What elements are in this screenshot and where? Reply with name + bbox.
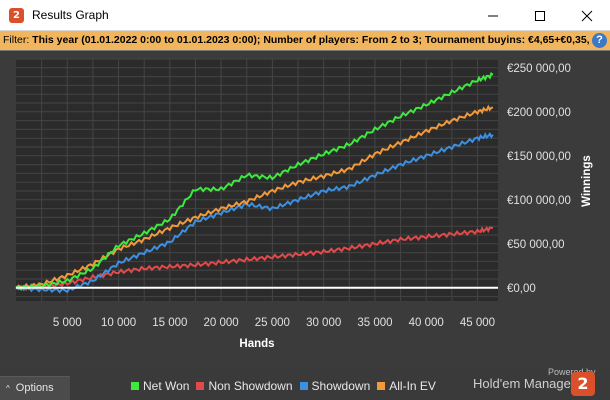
legend-swatch [131,382,139,390]
series-line-showdown [15,132,494,294]
close-icon [581,10,593,22]
chevron-up-icon: ^ [6,384,10,393]
y-tick-label: €200 000,00 [507,107,571,119]
brand-name: Hold'em Manager [473,376,576,391]
x-tick-label: 40 000 [409,317,444,329]
brand: Powered by Hold'em Manager 2 [473,366,603,398]
minimize-button[interactable] [470,0,516,31]
x-tick-label: 15 000 [152,317,187,329]
legend-item[interactable]: All-In EV [377,379,436,393]
options-label: Options [15,382,54,394]
filter-bar[interactable]: Filter: This year (01.01.2022 0:00 to 01… [0,31,610,51]
series-line-all-in-ev [15,104,494,289]
title-bar: 2 Results Graph [0,0,610,31]
window-title: Results Graph [32,8,109,22]
legend-label: Non Showdown [208,379,293,393]
filter-prefix: Filter: [3,34,33,46]
legend-swatch [196,382,205,390]
help-icon[interactable]: ? [592,33,607,48]
chart-legend: Net Won Non Showdown Showdown All-In EV [131,379,443,393]
y-tick-label: €100 000,00 [507,195,571,207]
y-tick-label: €250 000,00 [507,63,571,75]
x-tick-label: 45 000 [460,317,495,329]
y-tick-label: €150 000,00 [507,151,571,163]
x-axis-label: Hands [239,338,274,350]
y-tick-label: €0,00 [507,283,536,295]
x-tick-label: 35 000 [357,317,392,329]
x-tick-label: 30 000 [306,317,341,329]
legend-item[interactable]: Non Showdown [196,379,293,393]
legend-label: All-In EV [389,379,436,393]
legend-label: Net Won [143,379,190,393]
y-tick-label: €50 000,00 [507,239,565,251]
maximize-button[interactable] [517,0,563,31]
app-logo-icon: 2 [9,8,24,23]
brand-logo-icon: 2 [571,372,595,396]
minimize-icon [488,15,498,17]
maximize-icon [535,11,545,21]
x-tick-label: 5 000 [53,317,82,329]
legend-swatch [299,382,308,390]
legend-item[interactable]: Showdown [299,379,371,393]
series-line-net-won [15,71,494,292]
filter-text: This year (01.01.2022 0:00 to 01.01.2023… [32,34,590,46]
x-tick-label: 10 000 [101,317,136,329]
legend-swatch [377,382,386,390]
legend-label: Showdown [311,379,371,393]
y-axis-label: Winnings [581,155,593,207]
x-tick-label: 20 000 [204,317,239,329]
options-button[interactable]: ^ Options [0,376,70,400]
results-chart: €0,00 €50 000,00 €100 000,00 €150 000,00 €20… [15,58,593,350]
close-button[interactable] [564,0,610,31]
bottom-bar: ^ Options Net Won Non Showdown Showdown All-… [0,369,610,400]
x-tick-label: 25 000 [255,317,290,329]
legend-item[interactable]: Net Won [131,379,189,393]
